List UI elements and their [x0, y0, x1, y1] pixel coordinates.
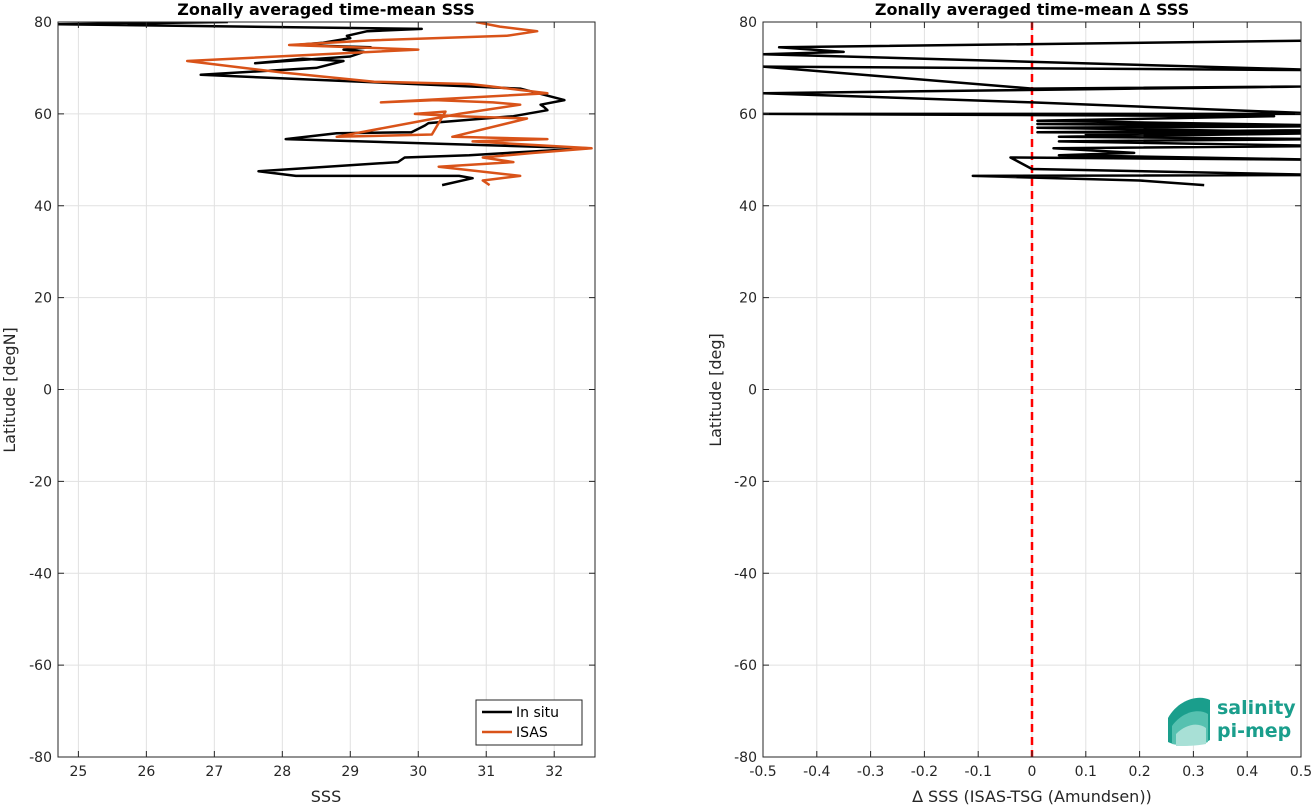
left-chart: 25 26 27 28 29 30 31 32 -80 -60 -40 -20 0 20 40 60 80 Zo…: [0, 0, 596, 806]
left-x-tick-label: 30: [409, 764, 427, 780]
legend-label-isas: ISAS: [516, 725, 548, 741]
left-x-tick-label: 26: [137, 764, 155, 780]
left-ticks: 25 26 27 28 29 30 31 32 -80 -60 -40 -20 0 20 40 60 80: [29, 15, 595, 780]
left-x-axis-label: SSS: [311, 787, 341, 806]
right-series-line-series-0: [763, 39, 1301, 187]
right-chart-title: Zonally averaged time-mean ∆ SSS: [875, 0, 1189, 19]
right-y-tick-label: -80: [734, 750, 757, 766]
right-x-tick-label: 0.5: [1290, 764, 1312, 780]
left-y-tick-label: -60: [29, 658, 52, 674]
right-y-tick-label: 20: [739, 291, 757, 307]
left-y-tick-label: -20: [29, 474, 52, 490]
logo-wave-icon: [1168, 697, 1210, 746]
right-y-axis-label: Latitude [deg]: [706, 333, 725, 447]
legend-box: [475, 699, 583, 746]
legend: In situ ISAS: [475, 699, 583, 746]
right-x-tick-label: 0.4: [1236, 764, 1258, 780]
right-x-tick-label: -0.3: [857, 764, 884, 780]
left-y-tick-label: 20: [34, 291, 52, 307]
right-y-tick-label: 40: [739, 199, 757, 215]
left-chart-title: Zonally averaged time-mean SSS: [177, 0, 475, 19]
right-x-tick-label: -0.5: [749, 764, 776, 780]
right-x-tick-label: 0.3: [1182, 764, 1204, 780]
right-y-tick-label: -60: [734, 658, 757, 674]
left-y-tick-label: 60: [34, 107, 52, 123]
salinity-pi-mep-logo: salinity pi-mep: [1168, 697, 1296, 746]
right-x-tick-label: 0.1: [1075, 764, 1097, 780]
left-series: [58, 22, 593, 187]
right-x-tick-label: -0.1: [965, 764, 992, 780]
right-ticks: -0.5 -0.4 -0.3 -0.2 -0.1 0 0.1 0.2 0.3 0.4 0.5 -80 -…: [734, 15, 1312, 780]
right-x-tick-label: 0: [1028, 764, 1037, 780]
right-y-tick-label: 80: [739, 15, 757, 31]
right-x-tick-label: -0.4: [803, 764, 830, 780]
left-y-tick-label: 0: [43, 383, 52, 399]
right-y-tick-label: 60: [739, 107, 757, 123]
left-x-tick-label: 31: [477, 764, 495, 780]
logo-text-salinity: salinity: [1217, 697, 1296, 719]
right-x-tick-label: -0.2: [911, 764, 938, 780]
right-series: [763, 22, 1301, 757]
right-y-tick-label: -40: [734, 566, 757, 582]
left-y-tick-label: 40: [34, 199, 52, 215]
left-x-tick-label: 29: [341, 764, 359, 780]
right-y-tick-label: -20: [734, 474, 757, 490]
logo-text-pi-mep: pi-mep: [1217, 720, 1291, 742]
right-x-tick-label: 0.2: [1128, 764, 1150, 780]
legend-label-in-situ: In situ: [516, 705, 559, 721]
left-x-tick-label: 32: [545, 764, 563, 780]
left-x-tick-label: 28: [273, 764, 291, 780]
right-y-tick-label: 0: [748, 383, 757, 399]
left-y-axis-label: Latitude [degN]: [0, 327, 19, 453]
left-series-line-isas: [185, 22, 593, 187]
left-x-tick-label: 25: [69, 764, 87, 780]
left-y-tick-label: -80: [29, 750, 52, 766]
right-x-axis-label: ∆ SSS (ISAS-TSG (Amundsen)): [911, 787, 1152, 806]
right-chart: -0.5 -0.4 -0.3 -0.2 -0.1 0 0.1 0.2 0.3 0.4 0.5 -80 -…: [706, 0, 1312, 806]
left-x-tick-label: 27: [205, 764, 223, 780]
left-y-tick-label: -40: [29, 566, 52, 582]
left-y-tick-label: 80: [34, 15, 52, 31]
